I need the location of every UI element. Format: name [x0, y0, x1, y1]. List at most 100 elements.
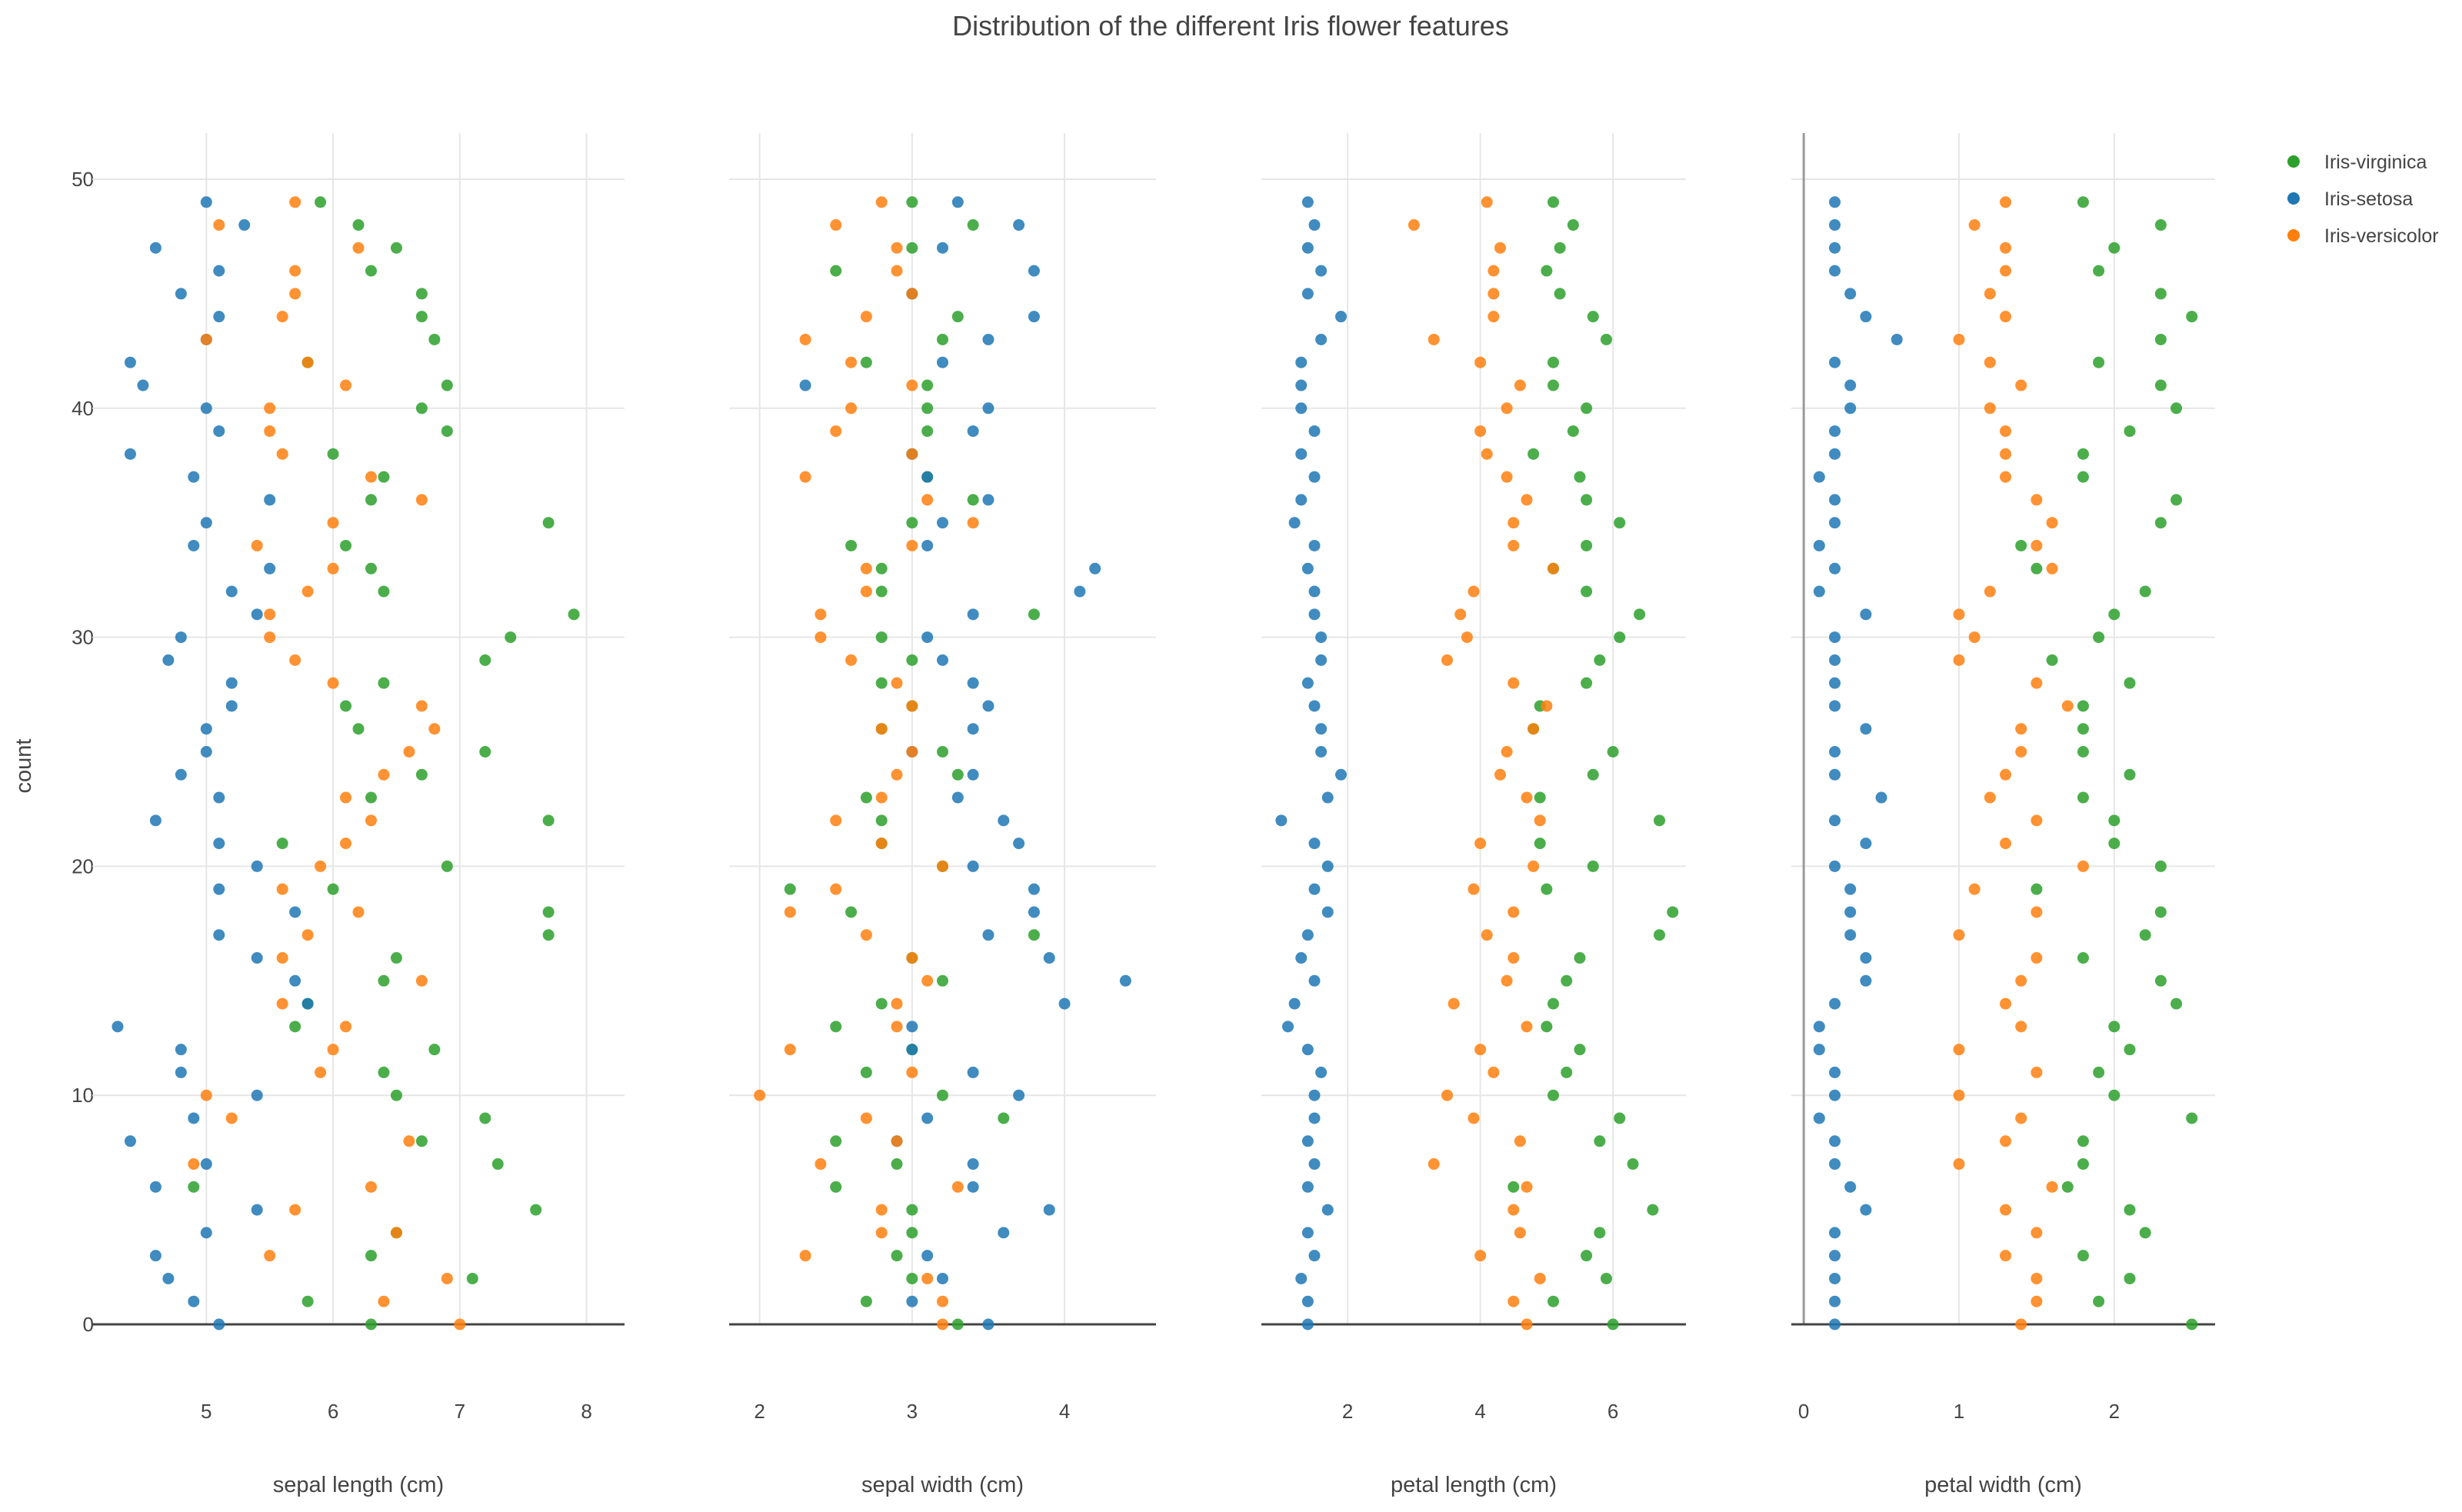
data-point — [542, 929, 555, 941]
data-point — [200, 1227, 212, 1239]
data-point — [225, 1112, 238, 1124]
data-point — [1028, 265, 1040, 277]
data-point — [891, 768, 903, 781]
data-point — [860, 929, 872, 941]
data-point — [1581, 539, 1593, 551]
data-point — [200, 517, 212, 529]
data-point — [2108, 1089, 2121, 1101]
data-point — [1301, 929, 1314, 941]
data-point — [2046, 562, 2058, 574]
legend-item-iris-setosa[interactable]: Iris-setosa — [2287, 188, 2413, 210]
data-point — [327, 448, 339, 460]
data-point — [967, 1158, 979, 1171]
data-point — [982, 494, 994, 506]
data-point — [967, 768, 979, 781]
data-point — [906, 1204, 918, 1216]
data-point — [1554, 288, 1566, 300]
data-point — [1295, 379, 1308, 391]
data-point — [1647, 1204, 1659, 1216]
data-point — [967, 860, 979, 872]
data-point — [188, 1295, 200, 1307]
data-point — [188, 1112, 200, 1124]
data-point — [327, 517, 339, 529]
data-point — [921, 471, 934, 483]
data-point — [213, 1318, 225, 1330]
data-point — [982, 700, 994, 712]
data-point — [137, 379, 149, 391]
data-point — [967, 219, 979, 231]
data-point — [906, 1295, 918, 1307]
data-point — [967, 608, 979, 621]
data-point — [967, 1066, 979, 1078]
data-point — [1587, 768, 1599, 781]
data-point — [352, 906, 365, 918]
data-point — [352, 723, 365, 735]
data-point — [1829, 265, 1841, 277]
data-point — [302, 585, 314, 598]
data-point — [1494, 241, 1506, 254]
data-point — [1461, 631, 1473, 644]
data-point — [1521, 1318, 1533, 1330]
data-point — [1308, 700, 1321, 712]
data-point — [1829, 768, 1841, 781]
data-point — [1634, 608, 1646, 621]
data-point — [175, 288, 187, 300]
legend-item-iris-versicolor[interactable]: Iris-versicolor — [2287, 225, 2439, 247]
data-point — [2077, 791, 2089, 804]
data-point — [1860, 952, 1872, 964]
data-point — [225, 677, 238, 689]
data-point — [891, 677, 903, 689]
data-point — [2170, 494, 2183, 506]
data-point — [1567, 425, 1579, 438]
data-point — [1534, 838, 1546, 850]
legend-item-iris-virginica[interactable]: Iris-virginica — [2287, 152, 2427, 173]
data-point — [1953, 1044, 1965, 1056]
data-point — [891, 1158, 903, 1171]
data-point — [1844, 1181, 1857, 1193]
data-point — [200, 746, 212, 758]
data-point — [1295, 448, 1308, 460]
data-point — [1089, 562, 1101, 574]
data-point — [1295, 952, 1308, 964]
data-point — [1984, 791, 1996, 804]
series-iris-versicolor — [188, 196, 466, 1330]
panel-1: 5 6 7 8 sepal length (cm) — [92, 133, 625, 1497]
data-point — [951, 196, 964, 208]
data-point — [2154, 974, 2167, 987]
data-point — [1301, 288, 1314, 300]
data-point — [289, 906, 302, 918]
data-point — [264, 562, 276, 574]
data-point — [1614, 517, 1626, 529]
data-point — [921, 1112, 934, 1124]
data-point — [1308, 585, 1321, 598]
data-point — [1481, 196, 1493, 208]
data-point — [2093, 631, 2105, 644]
data-point — [1860, 608, 1872, 621]
data-point — [2000, 1250, 2012, 1262]
data-point — [340, 791, 352, 804]
data-point — [149, 1181, 162, 1193]
data-point — [1301, 1227, 1314, 1239]
panel-4: 0 1 2 petal width (cm) — [1791, 133, 2215, 1497]
data-point — [289, 288, 302, 300]
data-point — [1875, 791, 1887, 804]
data-point — [1829, 196, 1841, 208]
legend[interactable]: Iris-virginica Iris-setosa Iris-versicolor — [2287, 152, 2439, 247]
data-point — [891, 997, 903, 1010]
data-point — [1541, 883, 1553, 895]
data-point — [289, 196, 302, 208]
data-point — [162, 1272, 175, 1284]
data-point — [860, 1295, 872, 1307]
data-point — [1968, 883, 1981, 895]
data-point — [1614, 1112, 1626, 1124]
data-point — [967, 425, 979, 438]
data-point — [906, 448, 918, 460]
data-point — [2154, 288, 2167, 300]
y-tick-label: 40 — [72, 397, 94, 420]
data-point — [799, 1250, 811, 1262]
data-point — [415, 402, 428, 415]
data-point — [2000, 471, 2012, 483]
data-point — [276, 448, 288, 460]
data-point — [1288, 517, 1301, 529]
